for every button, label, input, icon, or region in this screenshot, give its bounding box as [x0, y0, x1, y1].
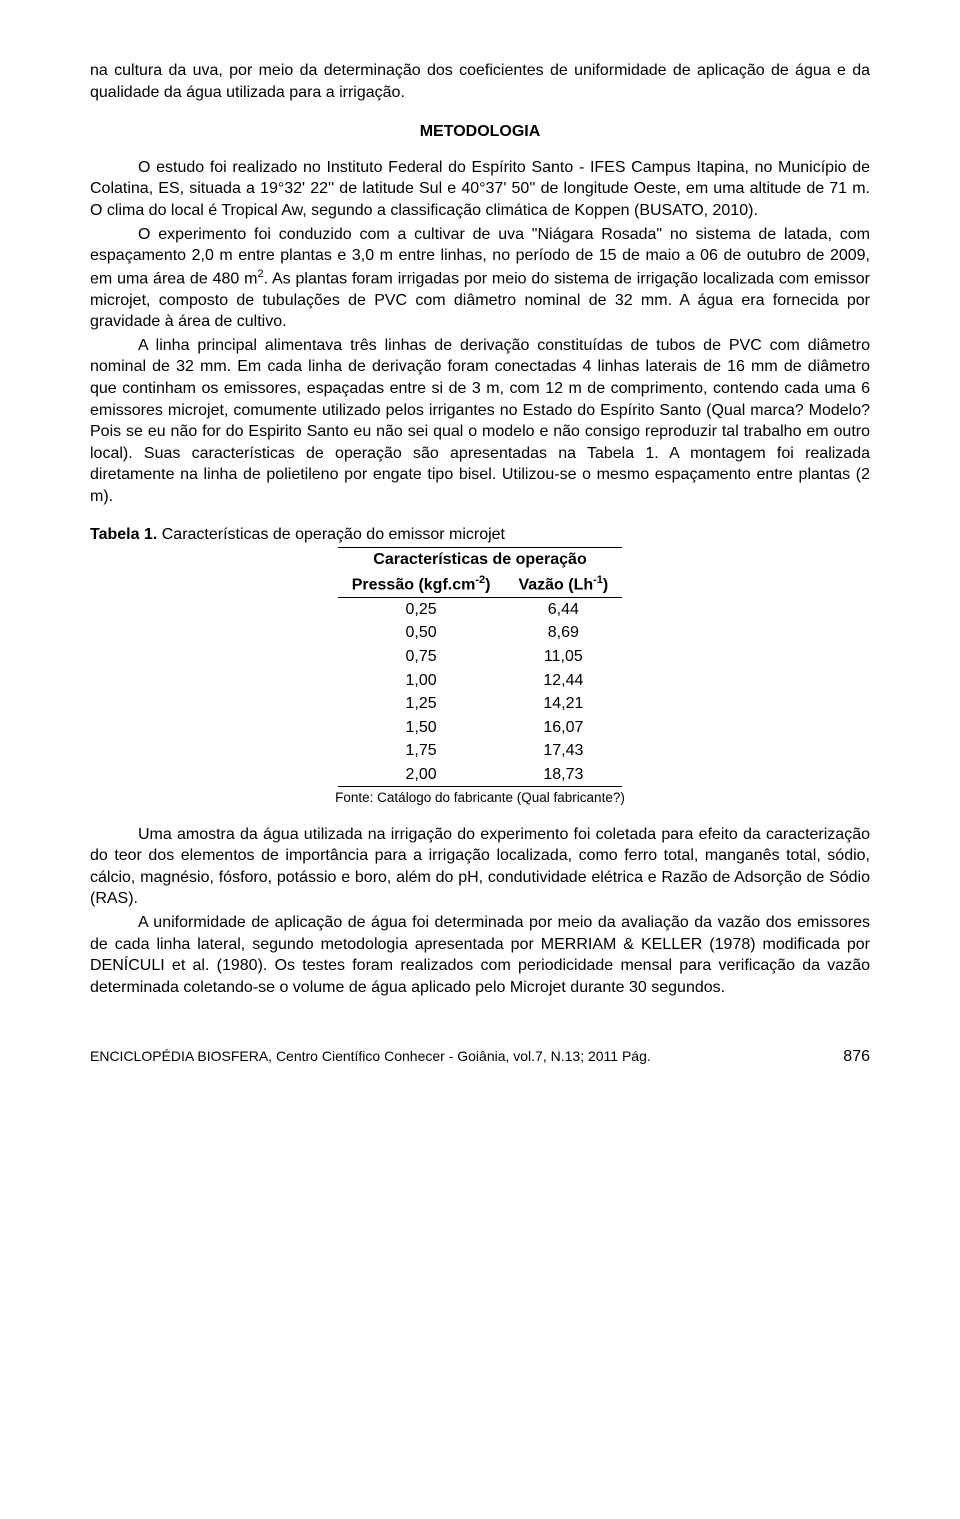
section-heading: METODOLOGIA — [90, 121, 870, 143]
paragraph-1: O estudo foi realizado no Instituto Fede… — [90, 157, 870, 222]
table-cell: 8,69 — [504, 621, 622, 645]
table-cell: 14,21 — [504, 692, 622, 716]
table-cell: 0,25 — [338, 597, 505, 621]
table-cell: 1,75 — [338, 739, 505, 763]
col2-end: ) — [603, 576, 608, 593]
paragraph-2: O experimento foi conduzido com a cultiv… — [90, 224, 870, 333]
table-title-rest: Características de operação do emissor m… — [157, 526, 505, 543]
intro-paragraph: na cultura da uva, por meio da determina… — [90, 60, 870, 103]
table-row: 0,256,44 — [338, 597, 623, 621]
footer-page-number: 876 — [843, 1046, 870, 1068]
table-cell: 11,05 — [504, 645, 622, 669]
table-col-1: Pressão (kgf.cm-2) — [338, 572, 505, 597]
table-col-2: Vazão (Lh-1) — [504, 572, 622, 597]
table-cell: 1,00 — [338, 669, 505, 693]
table-header-top: Características de operação — [338, 548, 623, 572]
col1-text: Pressão (kgf.cm — [352, 576, 476, 593]
paragraph-5: A uniformidade de aplicação de água foi … — [90, 912, 870, 998]
table-title-bold: Tabela 1. — [90, 526, 157, 543]
table-row: 1,5016,07 — [338, 716, 623, 740]
col1-sup: -2 — [475, 574, 485, 586]
col2-sup: -1 — [593, 574, 603, 586]
table-cell: 1,50 — [338, 716, 505, 740]
table-1: Características de operação Pressão (kgf… — [338, 547, 623, 787]
table-cell: 0,75 — [338, 645, 505, 669]
page-footer: ENCICLOPÉDIA BIOSFERA, Centro Científico… — [90, 1046, 870, 1068]
table-row: 0,7511,05 — [338, 645, 623, 669]
col2-text: Vazão (Lh — [518, 576, 593, 593]
paragraph-4: Uma amostra da água utilizada na irrigaç… — [90, 824, 870, 910]
table-row: 2,0018,73 — [338, 763, 623, 787]
table-cell: 0,50 — [338, 621, 505, 645]
table-row: 0,508,69 — [338, 621, 623, 645]
col1-end: ) — [485, 576, 490, 593]
table-source: Fonte: Catálogo do fabricante (Qual fabr… — [90, 789, 870, 807]
table-cell: 6,44 — [504, 597, 622, 621]
footer-text: ENCICLOPÉDIA BIOSFERA, Centro Científico… — [90, 1047, 651, 1066]
table-cell: 17,43 — [504, 739, 622, 763]
table-row: 1,7517,43 — [338, 739, 623, 763]
table-cell: 16,07 — [504, 716, 622, 740]
table-row: 1,0012,44 — [338, 669, 623, 693]
table-cell: 12,44 — [504, 669, 622, 693]
table-title: Tabela 1. Características de operação do… — [90, 524, 870, 546]
table-cell: 1,25 — [338, 692, 505, 716]
table-row: 1,2514,21 — [338, 692, 623, 716]
table-cell: 2,00 — [338, 763, 505, 787]
paragraph-3: A linha principal alimentava três linhas… — [90, 335, 870, 508]
table-cell: 18,73 — [504, 763, 622, 787]
